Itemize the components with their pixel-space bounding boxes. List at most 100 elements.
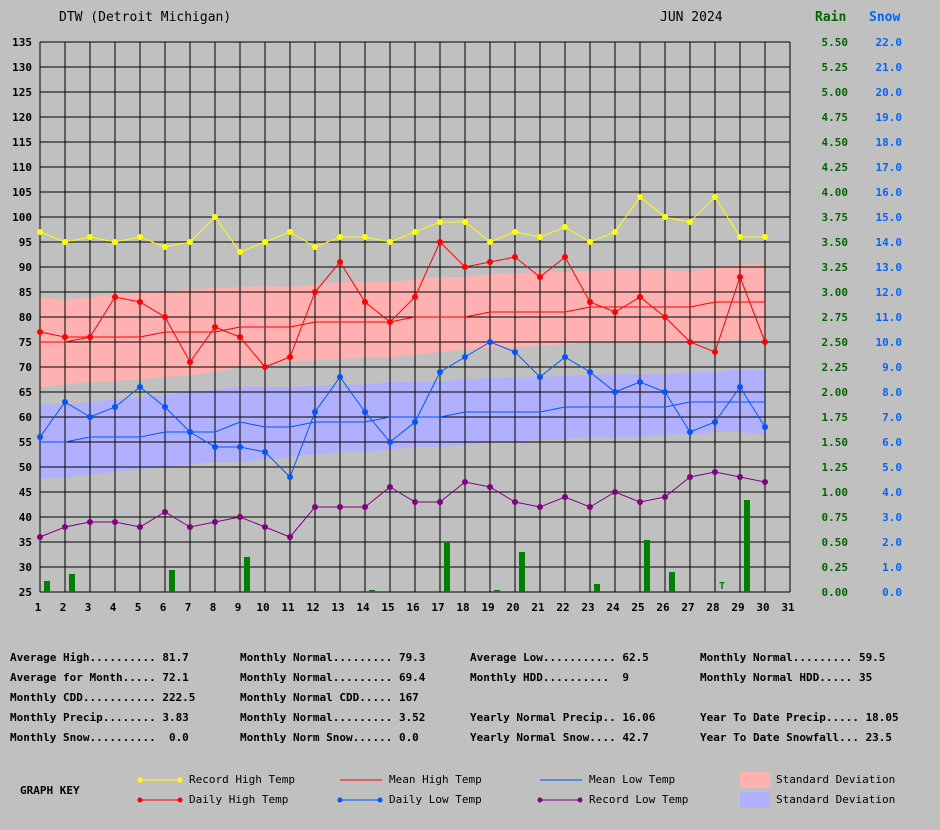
- snow-tick-label: 7.0: [882, 411, 902, 424]
- y-tick-label: 50: [19, 461, 32, 474]
- daily-low-point: [662, 389, 668, 395]
- rain-tick-label: 5.00: [822, 86, 849, 99]
- snow-tick-label: 17.0: [876, 161, 903, 174]
- y-tick-label: 75: [19, 336, 32, 349]
- rain-bar: [444, 542, 450, 592]
- snow-tick-label: 21.0: [876, 61, 903, 74]
- daily-high-point: [337, 259, 343, 265]
- key-record-low-marker: [537, 797, 543, 803]
- snow-axis-title: Snow: [869, 10, 901, 25]
- record-low-point: [537, 504, 543, 510]
- rain-tick-label: 3.50: [822, 236, 849, 249]
- daily-high-point: [687, 339, 693, 345]
- x-tick-label: 18: [456, 601, 469, 614]
- daily-high-point: [487, 259, 493, 265]
- rain-tick-label: 1.25: [822, 461, 849, 474]
- daily-high-point: [62, 334, 68, 340]
- record-low-point: [562, 494, 568, 500]
- daily-high-point: [162, 314, 168, 320]
- rain-tick-label: 0.75: [822, 511, 849, 524]
- rain-bar: [744, 500, 750, 592]
- daily-low-point: [587, 369, 593, 375]
- rain-bar: [244, 557, 250, 592]
- y-tick-label: 55: [19, 436, 32, 449]
- x-tick-label: 10: [256, 601, 269, 614]
- stat-normal-precip: Monthly Normal......... 3.52: [240, 711, 426, 724]
- record-high-point: [662, 214, 668, 220]
- rain-tick-label: 0.25: [822, 561, 849, 574]
- stat-ytd-snowfall: Year To Date Snowfall... 23.5: [700, 731, 893, 744]
- y-tick-label: 110: [12, 161, 32, 174]
- snow-tick-label: 12.0: [876, 286, 903, 299]
- period-title: JUN 2024: [660, 10, 723, 25]
- stat-monthly-cdd: Monthly CDD........... 222.5: [10, 691, 196, 704]
- daily-low-point: [687, 429, 693, 435]
- record-high-point: [562, 224, 568, 230]
- key-sd-high-swatch: [740, 772, 770, 788]
- record-high-point: [187, 239, 193, 245]
- x-tick-label: 6: [160, 601, 167, 614]
- record-low-point: [187, 524, 193, 530]
- daily-high-point: [712, 349, 718, 355]
- daily-low-point: [737, 384, 743, 390]
- daily-low-point: [87, 414, 93, 420]
- record-low-point: [37, 534, 43, 540]
- daily-low-point: [137, 384, 143, 390]
- y-tick-label: 100: [12, 211, 32, 224]
- stat-normal-hdd: Monthly Normal HDD..... 35: [700, 671, 873, 684]
- snow-tick-label: 16.0: [876, 186, 903, 199]
- x-tick-label: 28: [706, 601, 719, 614]
- rain-bar: [519, 552, 525, 592]
- daily-high-point: [537, 274, 543, 280]
- daily-high-point: [737, 274, 743, 280]
- y-tick-label: 120: [12, 111, 32, 124]
- key-daily-high-marker: [137, 797, 143, 803]
- record-low-point: [687, 474, 693, 480]
- rain-tick-label: 3.25: [822, 261, 849, 274]
- record-high-point: [737, 234, 743, 240]
- snow-tick-label: 2.0: [882, 536, 902, 549]
- y-tick-label: 105: [12, 186, 32, 199]
- daily-low-point: [537, 374, 543, 380]
- daily-high-point: [287, 354, 293, 360]
- record-low-point: [762, 479, 768, 485]
- record-high-point: [237, 249, 243, 255]
- x-tick-label: 23: [581, 601, 594, 614]
- record-high-line: [39, 196, 765, 253]
- x-tick-label: 4: [110, 601, 117, 614]
- daily-high-line: [39, 241, 766, 368]
- daily-low-point: [62, 399, 68, 405]
- stat-normal-cdd: Monthly Normal CDD..... 167: [240, 691, 419, 704]
- daily-low-point: [112, 404, 118, 410]
- rain-bar: [494, 590, 500, 592]
- record-high-point: [612, 229, 618, 235]
- record-high-point: [387, 239, 393, 245]
- key-daily-low-label: Daily Low Temp: [389, 793, 482, 806]
- rain-tick-label: 3.00: [822, 286, 849, 299]
- daily-high-point: [262, 364, 268, 370]
- daily-high-point: [387, 319, 393, 325]
- daily-high-point: [87, 334, 93, 340]
- snow-tick-label: 19.0: [876, 111, 903, 124]
- record-low-point: [612, 489, 618, 495]
- record-high-point: [587, 239, 593, 245]
- record-low-point: [412, 499, 418, 505]
- record-high-point: [37, 229, 43, 235]
- record-low-point: [712, 469, 718, 475]
- y-tick-label: 30: [19, 561, 32, 574]
- rain-tick-label: 5.25: [822, 61, 849, 74]
- daily-high-point: [587, 299, 593, 305]
- record-high-point: [687, 219, 693, 225]
- snow-tick-label: 20.0: [876, 86, 903, 99]
- x-tick-label: 7: [185, 601, 192, 614]
- daily-high-point: [662, 314, 668, 320]
- daily-low-point: [37, 434, 43, 440]
- record-low-point: [337, 504, 343, 510]
- daily-low-point: [387, 439, 393, 445]
- y-tick-label: 65: [19, 386, 32, 399]
- stat-yearly-normal-snow: Yearly Normal Snow.... 42.7: [470, 731, 649, 744]
- rain-axis-title: Rain: [815, 10, 847, 25]
- snow-tick-label: 6.0: [882, 436, 902, 449]
- daily-low-point: [512, 349, 518, 355]
